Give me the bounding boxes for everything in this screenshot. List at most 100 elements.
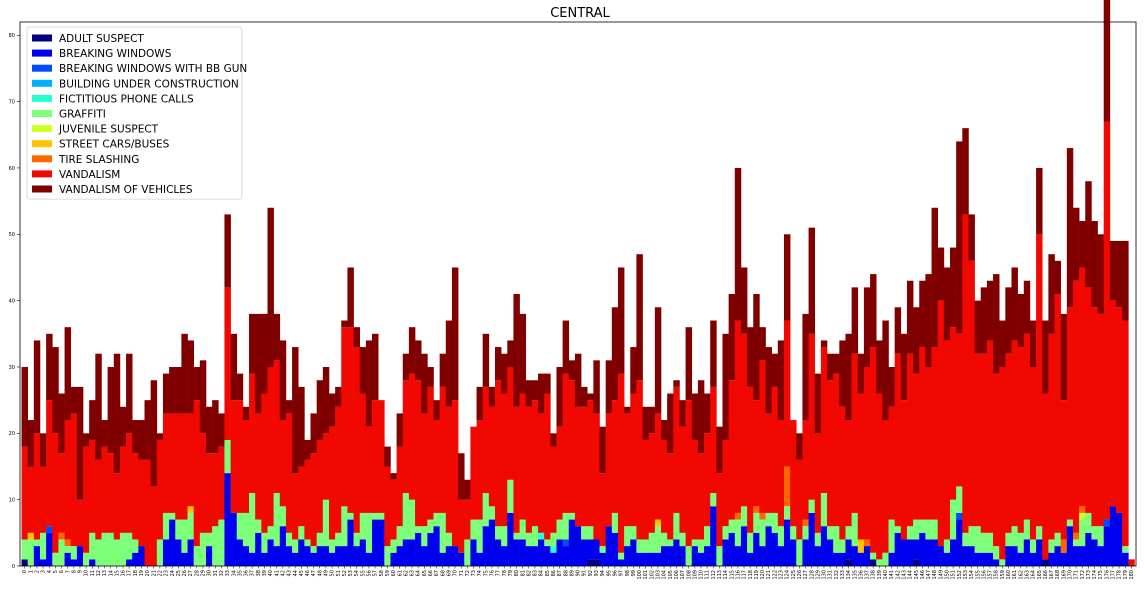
- bar-segment: [58, 532, 65, 540]
- x-tick-label: 95: [606, 570, 612, 576]
- x-tick-label: 122: [772, 570, 778, 580]
- bar-segment: [636, 539, 643, 553]
- x-tick-label: 71: [459, 570, 465, 576]
- bar-segment: [70, 546, 78, 560]
- bar-segment: [27, 539, 35, 566]
- bar-segment: [249, 373, 256, 494]
- bar-segment: [494, 347, 502, 381]
- x-tick-label: 85: [545, 570, 551, 576]
- bar-segment: [224, 287, 231, 440]
- bar-segment: [827, 380, 834, 527]
- legend-label: ADULT SUSPECT: [59, 33, 144, 45]
- bar-segment: [421, 546, 428, 566]
- bar-segment: [574, 526, 582, 566]
- bar-segment: [802, 420, 809, 520]
- x-tick-label: 73: [471, 570, 477, 576]
- bar-segment: [126, 353, 133, 434]
- bar-segment: [827, 353, 834, 381]
- legend-label: TIRE SLASHING: [58, 154, 139, 166]
- bar-segment: [986, 532, 994, 553]
- legend-swatch: [32, 155, 52, 163]
- bar-segment: [224, 473, 231, 566]
- x-tick-label: 149: [938, 570, 944, 580]
- bar-segment: [1017, 347, 1025, 533]
- bar-segment: [76, 546, 84, 566]
- bar-segment: [89, 559, 96, 566]
- legend-label: STREET CARS/BUSES: [59, 139, 170, 151]
- bar-segment: [95, 539, 102, 566]
- bar-segment: [581, 526, 588, 540]
- bar-segment: [1079, 519, 1086, 547]
- bar-segment: [199, 433, 207, 533]
- bar-segment: [950, 499, 957, 540]
- bar-segment: [408, 499, 416, 540]
- bar-segment: [39, 433, 47, 467]
- bar-segment: [359, 347, 367, 394]
- bar-segment: [513, 539, 520, 566]
- bar-segment: [476, 420, 483, 520]
- bar-segment: [1128, 559, 1135, 566]
- bar-segment: [181, 552, 188, 566]
- x-tick-label: 18: [133, 570, 139, 576]
- x-tick-label: 147: [926, 570, 932, 580]
- bar-segment: [550, 446, 557, 533]
- bar-segment: [1023, 539, 1031, 566]
- x-tick-label: 53: [348, 570, 354, 576]
- bar-segment: [1097, 313, 1105, 527]
- bar-segment: [765, 526, 772, 566]
- x-tick-label: 127: [803, 570, 809, 580]
- bar-segment: [1072, 546, 1080, 566]
- x-tick-label: 46: [305, 570, 311, 576]
- bar-segment: [783, 519, 791, 566]
- bar-segment: [236, 539, 244, 566]
- x-tick-label: 59: [385, 570, 391, 576]
- x-tick-label: 128: [809, 570, 815, 580]
- bar-segment: [630, 526, 637, 540]
- bar-segment: [525, 406, 533, 533]
- bar-segment: [1036, 539, 1043, 566]
- bar-segment: [550, 552, 557, 566]
- x-tick-label: 91: [582, 570, 588, 576]
- bar-segment: [697, 380, 705, 454]
- bar-segment: [206, 406, 213, 454]
- bar-segment: [765, 512, 772, 527]
- x-tick-label: 102: [649, 570, 655, 580]
- bar-segment: [753, 400, 760, 507]
- bar-segment: [710, 386, 717, 494]
- bar-segment: [740, 526, 748, 566]
- x-tick-label: 43: [287, 570, 293, 576]
- x-tick-label: 156: [981, 570, 987, 580]
- bar-segment: [46, 532, 53, 566]
- bar-segment: [359, 539, 367, 566]
- x-tick-label: 100: [637, 570, 643, 580]
- x-tick-label: 74: [477, 570, 483, 576]
- x-tick-label: 22: [157, 570, 163, 576]
- bar-segment: [661, 546, 668, 566]
- bar-segment: [691, 539, 699, 547]
- bar-segment: [710, 493, 717, 507]
- bar-segment: [21, 446, 28, 540]
- bar-segment: [1079, 546, 1086, 566]
- bar-segment: [870, 274, 877, 348]
- bar-segment: [919, 519, 926, 533]
- bar-segment: [206, 532, 213, 547]
- bar-segment: [1042, 559, 1049, 566]
- x-tick-label: 89: [569, 570, 575, 576]
- x-tick-label: 0: [22, 570, 28, 573]
- bar-segment: [587, 400, 594, 527]
- bar-segment: [728, 519, 736, 533]
- x-tick-label: 64: [416, 570, 422, 576]
- bar-segment: [845, 526, 852, 540]
- bar-segment: [39, 466, 47, 533]
- bar-segment: [888, 552, 895, 566]
- bar-segment: [654, 307, 662, 414]
- bar-segment: [445, 320, 453, 407]
- bar-segment: [913, 539, 920, 560]
- bar-segment: [685, 546, 693, 566]
- bar-segment: [433, 400, 440, 421]
- bar-segment: [820, 526, 828, 566]
- bar-segment: [593, 413, 600, 540]
- bar-segment: [999, 366, 1006, 560]
- x-tick-label: 1: [28, 570, 34, 573]
- bar-segment: [839, 552, 846, 566]
